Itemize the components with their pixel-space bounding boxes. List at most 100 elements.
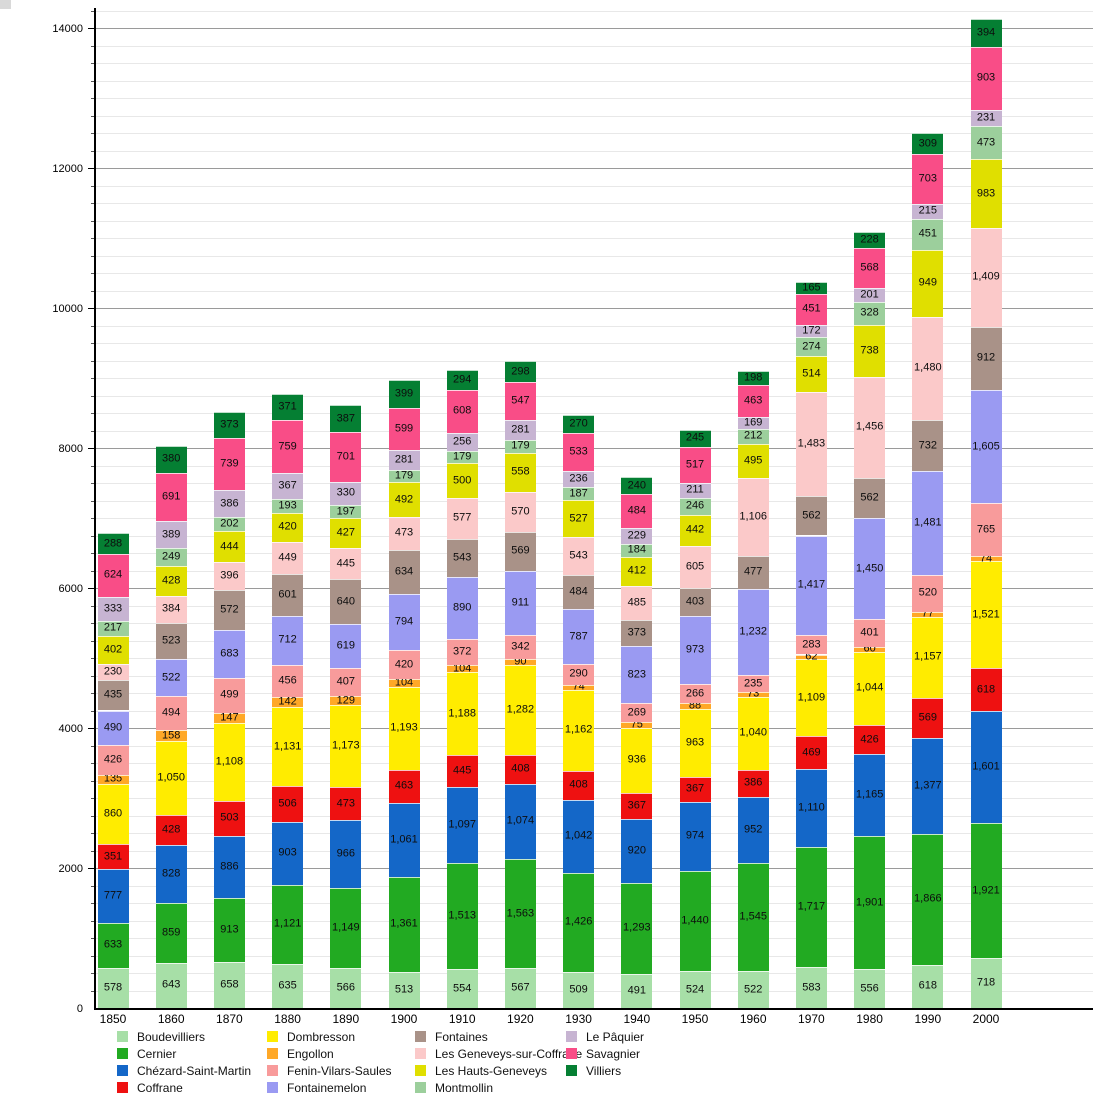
segment-value-label: 543 bbox=[453, 551, 472, 564]
y-axis-minor-tick bbox=[91, 780, 95, 782]
bar-segment-1910-montmollin: 179 bbox=[446, 450, 478, 464]
bar-segment-1870-cernier: 913 bbox=[213, 898, 245, 962]
segment-value-label: 567 bbox=[511, 981, 530, 994]
bar-segment-1980-fenin-vilars-saules: 401 bbox=[854, 619, 886, 648]
bar-segment-1960-dombresson: 1,040 bbox=[737, 696, 769, 770]
bar-segment-1880-boudevilliers: 635 bbox=[272, 963, 304, 1008]
bar-segment-1870-le-p-quier: 386 bbox=[213, 490, 245, 518]
segment-value-label: 823 bbox=[627, 668, 646, 681]
segment-value-label: 1,165 bbox=[855, 788, 884, 801]
bar-segment-1970-dombresson: 1,109 bbox=[795, 658, 827, 737]
y-axis-minor-tick bbox=[91, 80, 95, 82]
bar-segment-1870-coffrane: 503 bbox=[213, 800, 245, 836]
segment-value-label: 283 bbox=[802, 638, 821, 651]
segment-value-label: 514 bbox=[802, 367, 821, 380]
bar-segment-1970-engollon: 62 bbox=[795, 651, 827, 662]
bar-segment-1910-engollon: 104 bbox=[446, 663, 478, 674]
y-axis-minor-tick bbox=[91, 763, 95, 764]
gridline-minor bbox=[96, 763, 1093, 764]
bar-segment-1860-le-p-quier: 389 bbox=[155, 521, 187, 549]
segment-value-label: 228 bbox=[860, 233, 879, 246]
segment-value-label: 1,521 bbox=[972, 608, 1000, 621]
gridline-minor bbox=[96, 745, 1093, 747]
bar-segment-1900-engollon: 104 bbox=[388, 677, 420, 688]
segment-value-label: 1,050 bbox=[157, 771, 185, 784]
segment-value-label: 618 bbox=[918, 979, 937, 992]
bar-segment-1910-le-p-quier: 256 bbox=[446, 432, 478, 451]
y-axis-tick-label: 2000 bbox=[58, 862, 83, 875]
segment-value-label: 1,866 bbox=[914, 892, 942, 905]
segment-value-label: 449 bbox=[278, 551, 297, 564]
legend-label: Les Hauts-Geneveys bbox=[435, 1063, 548, 1078]
bar-segment-1940-fontaines: 373 bbox=[621, 619, 653, 646]
segment-value-label: 503 bbox=[220, 811, 239, 824]
legend-label: Les Geneveys-sur-Coffrane bbox=[435, 1046, 583, 1061]
segment-value-label: 158 bbox=[162, 729, 181, 742]
legend-item-fontainemelon: Fontainemelon bbox=[267, 1082, 392, 1094]
segment-value-label: 1,042 bbox=[564, 829, 593, 842]
bar-segment-1940-montmollin: 184 bbox=[621, 544, 653, 557]
segment-value-label: 445 bbox=[453, 764, 472, 777]
legend-column: Fontaines Les Geneveys-sur-Coffrane Les Ha… bbox=[415, 1031, 582, 1099]
bar-segment-1990-ch-zard-saint-martin: 1,377 bbox=[912, 737, 944, 835]
bar-segment-1870-savagnier: 739 bbox=[213, 438, 245, 491]
bar-segment-1970-les-hauts-geneveys: 514 bbox=[795, 356, 827, 393]
bar-segment-1980-le-p-quier: 201 bbox=[854, 287, 886, 302]
bar-segment-1860-les-geneveys-sur-coffrane: 384 bbox=[155, 595, 187, 623]
bar-segment-1940-les-geneveys-sur-coffrane: 485 bbox=[621, 585, 653, 620]
bar-segment-1970-savagnier: 451 bbox=[795, 293, 827, 326]
bar-segment-1920-engollon: 90 bbox=[504, 656, 536, 667]
segment-value-label: 500 bbox=[453, 474, 472, 487]
bar-segment-1910-cernier: 1,513 bbox=[446, 863, 478, 970]
bar-segment-1880-cernier: 1,121 bbox=[272, 885, 304, 964]
bar-segment-1950-ch-zard-saint-martin: 974 bbox=[679, 802, 711, 871]
bar-segment-1970-cernier: 1,717 bbox=[795, 847, 827, 968]
legend-column: Dombresson Engollon Fenin-Vilars-Saules Fon… bbox=[267, 1031, 392, 1099]
gridline-minor bbox=[96, 150, 1093, 152]
segment-value-label: 903 bbox=[278, 846, 297, 859]
segment-value-label: 562 bbox=[860, 491, 879, 504]
segment-value-label: 859 bbox=[162, 926, 181, 939]
segment-value-label: 635 bbox=[278, 979, 297, 992]
legend-item-dombresson: Dombresson bbox=[267, 1029, 392, 1044]
segment-value-label: 373 bbox=[627, 626, 646, 639]
legend-label: Fontaines bbox=[435, 1029, 488, 1044]
bar-segment-2000-ch-zard-saint-martin: 1,601 bbox=[970, 711, 1002, 824]
gridline-minor bbox=[96, 780, 1093, 782]
y-axis-minor-tick bbox=[91, 133, 95, 134]
legend-label: Dombresson bbox=[287, 1029, 356, 1044]
bar-segment-1850-les-geneveys-sur-coffrane: 230 bbox=[97, 663, 129, 681]
y-axis-major-tick bbox=[88, 308, 95, 309]
segment-value-label: 1,480 bbox=[914, 361, 942, 374]
bar-segment-1900-les-geneveys-sur-coffrane: 473 bbox=[388, 516, 420, 550]
x-axis-tick-label: 1950 bbox=[681, 1012, 709, 1026]
legend-column: Boudevilliers Cernier Chézard-Saint-Martin… bbox=[117, 1031, 251, 1099]
segment-value-label: 236 bbox=[569, 472, 588, 485]
segment-value-label: 435 bbox=[103, 688, 123, 701]
bar-segment-1890-cernier: 1,149 bbox=[330, 887, 362, 969]
legend-swatch bbox=[566, 1031, 577, 1042]
segment-value-label: 281 bbox=[511, 423, 530, 436]
legend-swatch bbox=[267, 1065, 278, 1076]
y-axis-minor-tick bbox=[91, 255, 95, 257]
bar-segment-1870-boudevilliers: 658 bbox=[213, 961, 245, 1008]
legend-swatch bbox=[415, 1048, 426, 1059]
bar-segment-1870-dombresson: 1,108 bbox=[213, 723, 245, 801]
segment-value-label: 1,061 bbox=[390, 833, 418, 846]
bar-segment-1890-engollon: 129 bbox=[330, 695, 362, 706]
gridline-minor bbox=[96, 850, 1093, 852]
gridline-minor bbox=[96, 343, 1093, 344]
bar-segment-1920-fontaines: 569 bbox=[504, 531, 536, 572]
segment-value-label: 1,440 bbox=[681, 914, 709, 927]
segment-value-label: 640 bbox=[336, 595, 355, 608]
segment-value-label: 451 bbox=[918, 227, 937, 240]
segment-value-label: 201 bbox=[860, 288, 879, 301]
bar-segment-1860-coffrane: 428 bbox=[155, 814, 187, 845]
bar-segment-1970-montmollin: 274 bbox=[795, 337, 827, 357]
bar-segment-1860-boudevilliers: 643 bbox=[155, 962, 187, 1008]
bar-segment-1980-fontaines: 562 bbox=[854, 478, 886, 518]
bar-segment-1940-ch-zard-saint-martin: 920 bbox=[621, 818, 653, 884]
segment-value-label: 402 bbox=[103, 643, 123, 656]
bar-segment-1940-boudevilliers: 491 bbox=[621, 973, 653, 1008]
x-axis-tick-label: 1890 bbox=[332, 1012, 360, 1026]
